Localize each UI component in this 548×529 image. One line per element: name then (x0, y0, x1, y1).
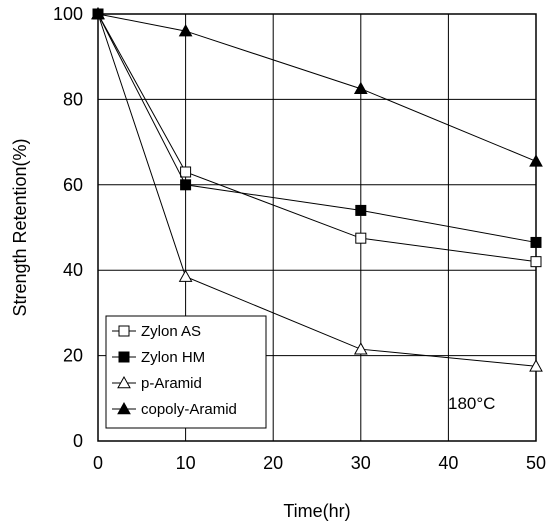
data-point-copoly-aramid (529, 154, 543, 167)
series-line-zylon-hm (97, 13, 537, 243)
legend-marker (118, 325, 130, 337)
data-point-p-aramid (353, 342, 368, 355)
y-tick-label: 20 (63, 346, 83, 366)
y-tick-label: 100 (53, 4, 83, 24)
series-line-zylon-as (97, 13, 537, 263)
data-point-copoly-aramid (91, 6, 105, 20)
tick-labels: 0 10 20 30 40 50 0 20 40 60 80 100 (53, 4, 546, 473)
y-tick-label: 0 (73, 431, 83, 451)
legend-item-zylon-hm: Zylon HM (112, 349, 205, 366)
data-point-copoly-aramid (178, 24, 193, 37)
data-point-p-aramid (529, 359, 543, 372)
series-zylon-hm (92, 8, 542, 248)
data-point-zylon-hm (355, 204, 367, 216)
data-point-zylon-as (355, 232, 367, 244)
legend-label: copoly-Aramid (141, 401, 237, 418)
series-layer (91, 6, 543, 372)
data-point-p-aramid (178, 269, 193, 282)
y-tick-label: 80 (63, 89, 83, 109)
temperature-annotation: 180°C (448, 394, 495, 413)
series-line-p-aramid (97, 13, 537, 367)
series-copoly-aramid (91, 6, 543, 167)
series-zylon-as (92, 8, 542, 268)
legend-marker (118, 351, 130, 363)
data-point-copoly-aramid (353, 81, 368, 95)
legend-marker (117, 401, 131, 415)
x-tick-label: 0 (93, 453, 103, 473)
data-point-zylon-as (180, 166, 192, 178)
legend-marker (117, 375, 131, 389)
legend-item-p-aramid: p-Aramid (112, 375, 202, 392)
x-tick-label: 50 (526, 453, 546, 473)
legend-label: Zylon HM (141, 349, 205, 366)
plot-frame (97, 13, 537, 442)
x-tick-label: 40 (438, 453, 458, 473)
legend-item-copoly-aramid: copoly-Aramid (112, 401, 237, 418)
x-axis-title: Time(hr) (283, 501, 350, 521)
series-line-copoly-aramid (97, 13, 537, 162)
data-point-zylon-hm (180, 179, 192, 191)
x-tick-label: 20 (263, 453, 283, 473)
y-tick-label: 40 (63, 260, 83, 280)
legend: Zylon AS Zylon HM p-Aramid copoly-Aramid (105, 315, 267, 429)
y-axis-title: Strength Retention(%) (10, 138, 30, 316)
x-tick-label: 10 (176, 453, 196, 473)
legend-item-zylon-as: Zylon AS (112, 323, 201, 340)
x-tick-label: 30 (351, 453, 371, 473)
legend-label: Zylon AS (141, 323, 201, 340)
y-tick-label: 60 (63, 175, 83, 195)
data-point-zylon-as (530, 256, 542, 268)
legend-label: p-Aramid (141, 375, 202, 392)
data-point-zylon-hm (530, 236, 542, 248)
